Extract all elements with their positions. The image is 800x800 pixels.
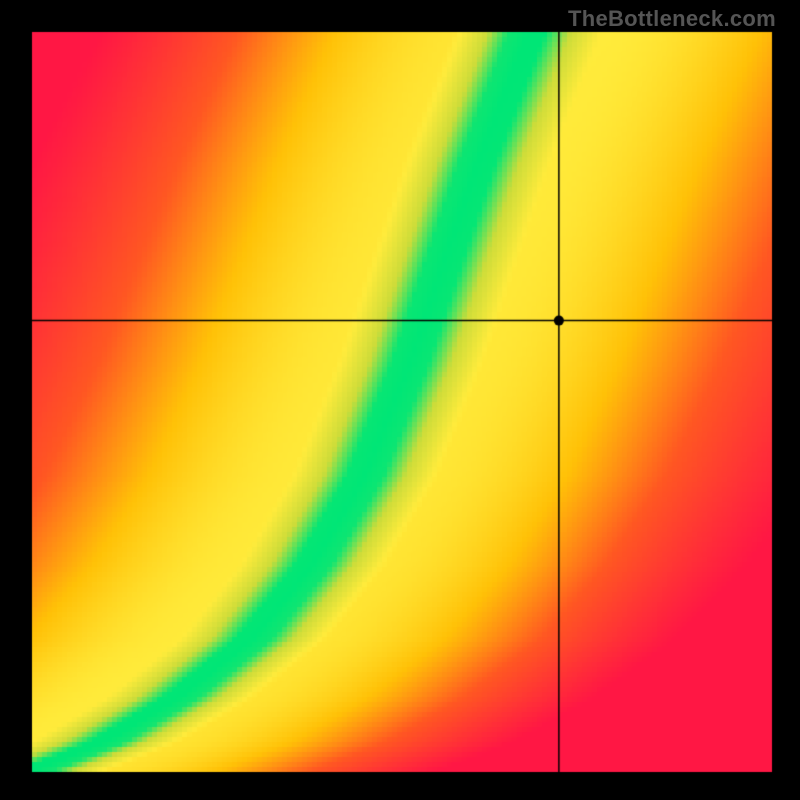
bottleneck-heatmap [0, 0, 800, 800]
watermark-text: TheBottleneck.com [568, 6, 776, 32]
